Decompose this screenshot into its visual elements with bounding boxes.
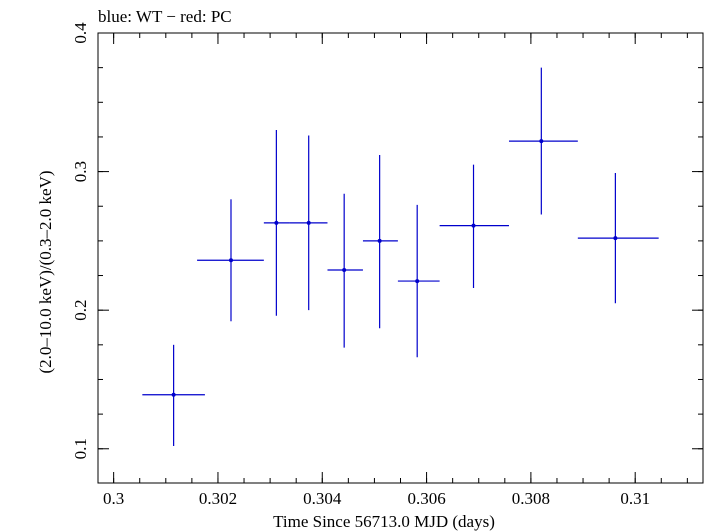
data-point <box>263 130 290 316</box>
point-marker <box>342 267 347 272</box>
x-tick-label: 0.3 <box>103 489 124 508</box>
data-point <box>142 344 205 446</box>
data-point <box>362 154 398 329</box>
x-axis-label: Time Since 56713.0 MJD (days) <box>273 512 495 531</box>
data-point <box>508 67 578 215</box>
point-marker <box>274 220 279 225</box>
data-point <box>289 135 328 311</box>
y-tick-label: 0.3 <box>71 161 90 182</box>
y-tick-label: 0.1 <box>71 438 90 459</box>
point-marker <box>613 236 618 241</box>
data-point <box>439 164 509 289</box>
x-tick-label: 0.31 <box>620 489 650 508</box>
point-marker <box>306 220 311 225</box>
x-tick-label: 0.302 <box>199 489 237 508</box>
point-marker <box>471 223 476 228</box>
data-point <box>327 193 363 348</box>
y-axis-label: (2.0–10.0 keV)/(0.3–2.0 keV) <box>36 170 55 373</box>
point-marker <box>415 279 420 284</box>
y-axis: 0.1 0.2 0.3 0.4 <box>71 22 703 459</box>
data-point <box>197 199 264 322</box>
point-marker <box>228 258 233 263</box>
point-marker <box>171 392 176 397</box>
chart-title: blue: WT − red: PC <box>98 7 232 26</box>
data-points <box>142 67 659 446</box>
point-marker <box>377 238 382 243</box>
x-tick-label: 0.304 <box>303 489 342 508</box>
y-tick-label: 0.4 <box>71 22 90 44</box>
data-point <box>577 172 659 304</box>
x-tick-label: 0.306 <box>407 489 445 508</box>
data-point <box>397 204 440 358</box>
x-axis: 0.3 0.302 0.304 0.306 0.308 0.31 <box>103 33 688 508</box>
x-tick-label: 0.308 <box>512 489 550 508</box>
plot-frame <box>97 32 704 484</box>
y-tick-label: 0.2 <box>71 300 90 321</box>
point-marker <box>539 139 544 144</box>
